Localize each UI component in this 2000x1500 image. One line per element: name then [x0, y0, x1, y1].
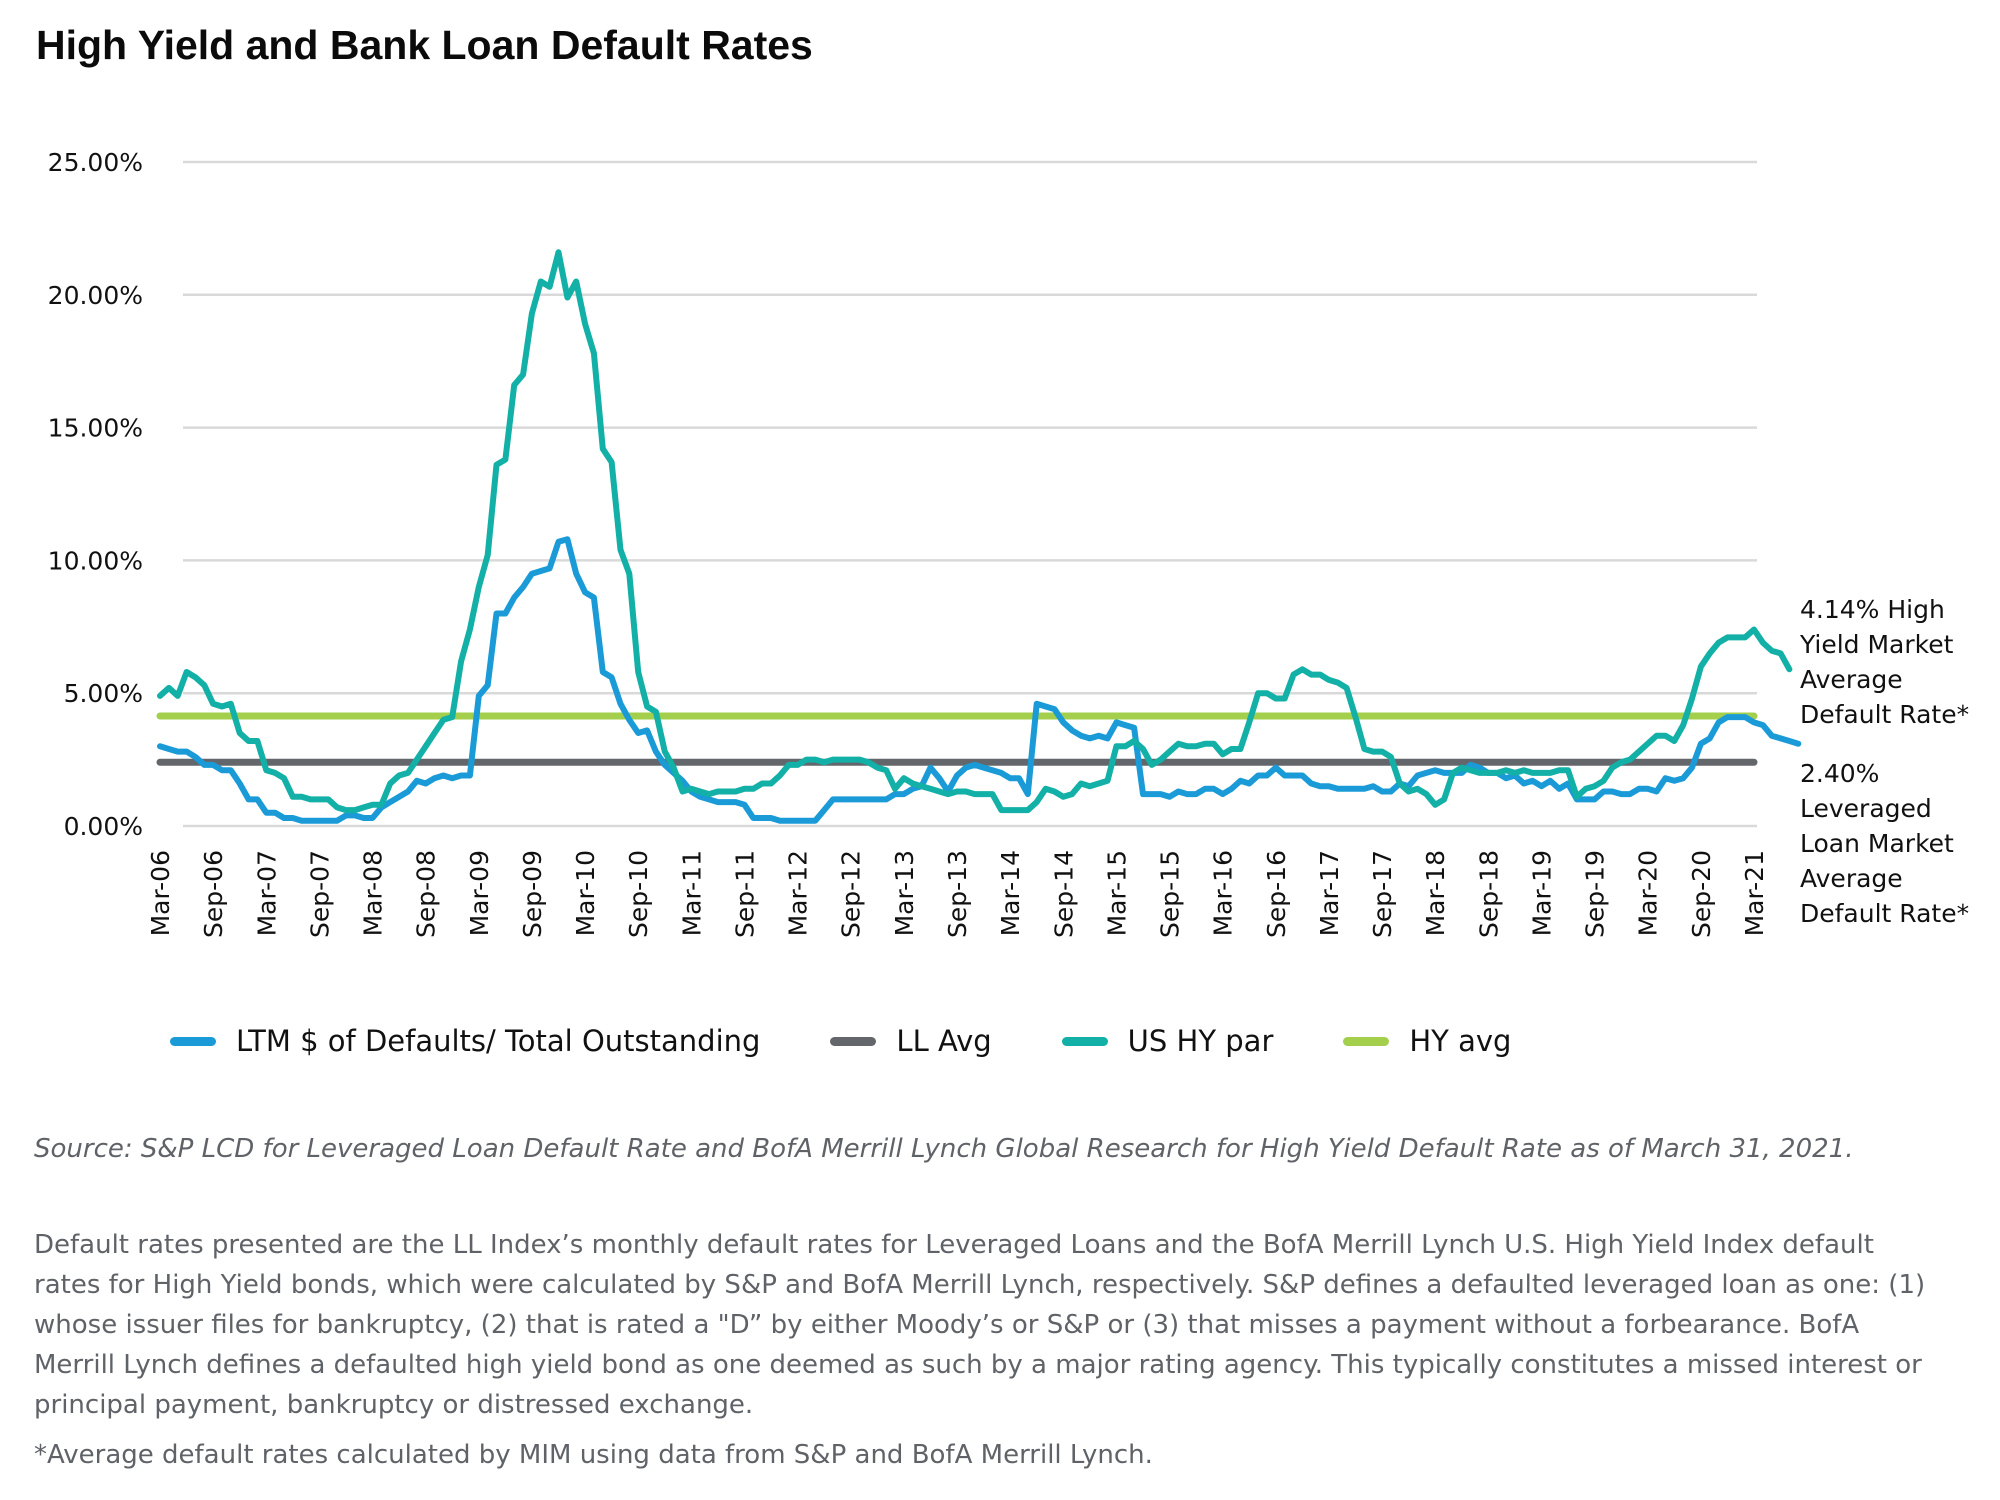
x-axis-ticks: Mar-06 Sep-06 Mar-07 Sep-07 Mar-08 Sep-08 Mar-…	[146, 850, 1769, 938]
x-tick-label: Mar-21	[1740, 850, 1769, 936]
x-tick-label: Sep-06	[199, 850, 228, 938]
x-tick-label: Sep-13	[943, 850, 972, 938]
y-tick-label: 15.00%	[48, 414, 143, 443]
legend-swatch-icon	[830, 1036, 877, 1046]
hy-annotation-line: Average	[1800, 665, 1903, 694]
series-line-us-hy-par	[157, 249, 1793, 814]
x-tick-label: Mar-20	[1634, 850, 1663, 936]
x-tick-label: Sep-08	[412, 850, 441, 938]
hy-annotation-line: Yield Market	[1800, 630, 1954, 659]
x-tick-label: Mar-08	[359, 850, 388, 936]
x-tick-label: Mar-17	[1315, 850, 1344, 936]
x-tick-label: Mar-14	[996, 850, 1025, 936]
x-tick-label: Mar-13	[890, 850, 919, 936]
methodology-text: Default rates presented are the LL Index…	[34, 1230, 1926, 1420]
ll-annotation-line: Default Rate*	[1800, 899, 1970, 928]
legend-swatch-icon	[1061, 1036, 1108, 1046]
legend-item-ll-avg: LL Avg	[830, 1024, 992, 1058]
x-tick-label: Mar-07	[252, 850, 281, 936]
chart-legend: LTM $ of Defaults/ Total Outstanding LL …	[170, 1024, 1581, 1058]
x-tick-label: Sep-09	[518, 850, 547, 938]
legend-label: LL Avg	[896, 1024, 992, 1058]
line-chart: 0.00% 5.00% 10.00% 15.00% 20.00% 25.00% Mar-0…	[48, 148, 1802, 938]
legend-label: HY avg	[1409, 1024, 1512, 1058]
chart-title: High Yield and Bank Loan Default Rates	[36, 22, 813, 68]
footnote: *Average default rates calculated by MIM…	[34, 1440, 1153, 1470]
x-tick-label: Sep-17	[1368, 850, 1397, 938]
ll-average-annotation: 2.40% Leveraged Loan Market Average Defa…	[1800, 756, 2000, 931]
x-tick-label: Mar-12	[784, 850, 813, 936]
ll-annotation-line: Loan Market	[1800, 829, 1954, 858]
ll-annotation-line: Leveraged	[1800, 794, 1932, 823]
x-tick-label: Sep-19	[1581, 850, 1610, 938]
legend-swatch-icon	[1343, 1036, 1390, 1046]
ll-annotation-line: Average	[1800, 864, 1903, 893]
gridlines	[183, 160, 1757, 828]
ll-annotation-line: 2.40%	[1800, 759, 1880, 788]
y-tick-label: 20.00%	[48, 281, 143, 310]
x-tick-label: Sep-11	[730, 850, 759, 938]
legend-label: US HY par	[1127, 1024, 1274, 1058]
legend-label: LTM $ of Defaults/ Total Outstanding	[236, 1024, 761, 1058]
x-tick-label: Sep-15	[1156, 850, 1185, 938]
legend-item-ltm-defaults: LTM $ of Defaults/ Total Outstanding	[170, 1024, 760, 1058]
x-tick-label: Mar-10	[571, 850, 600, 936]
y-tick-label: 5.00%	[64, 679, 143, 708]
y-tick-label: 0.00%	[64, 812, 143, 841]
y-tick-label: 10.00%	[48, 546, 143, 575]
x-tick-label: Sep-20	[1687, 850, 1716, 938]
y-tick-label: 25.00%	[48, 148, 143, 177]
x-tick-label: Sep-07	[305, 850, 334, 938]
x-tick-label: Sep-14	[1049, 850, 1078, 938]
legend-item-hy-avg: HY avg	[1343, 1024, 1511, 1058]
x-tick-label: Sep-16	[1262, 850, 1291, 938]
legend-item-us-hy-par: US HY par	[1061, 1024, 1274, 1058]
x-tick-label: Mar-19	[1527, 850, 1556, 936]
hy-annotation-line: 4.14% High	[1800, 595, 1945, 624]
series-lines	[156, 249, 1802, 824]
source-note: Source: S&P LCD for Leveraged Loan Defau…	[34, 1134, 1854, 1164]
x-tick-label: Mar-06	[146, 850, 175, 936]
legend-swatch-icon	[170, 1036, 216, 1046]
hy-annotation-line: Default Rate*	[1800, 700, 1970, 729]
x-tick-label: Sep-10	[624, 850, 653, 938]
x-tick-label: Mar-18	[1421, 850, 1450, 936]
x-tick-label: Mar-16	[1209, 850, 1238, 936]
x-tick-label: Sep-12	[837, 850, 866, 938]
x-tick-label: Mar-09	[465, 850, 494, 936]
x-tick-label: Mar-11	[677, 850, 706, 936]
x-tick-label: Mar-15	[1102, 850, 1131, 936]
y-axis-ticks: 0.00% 5.00% 10.00% 15.00% 20.00% 25.00%	[48, 148, 143, 841]
x-tick-label: Sep-18	[1474, 850, 1503, 938]
series-line-ltm-of-defaults-total-outstanding	[157, 536, 1802, 824]
hy-average-annotation: 4.14% High Yield Market Average Default …	[1800, 592, 2000, 732]
